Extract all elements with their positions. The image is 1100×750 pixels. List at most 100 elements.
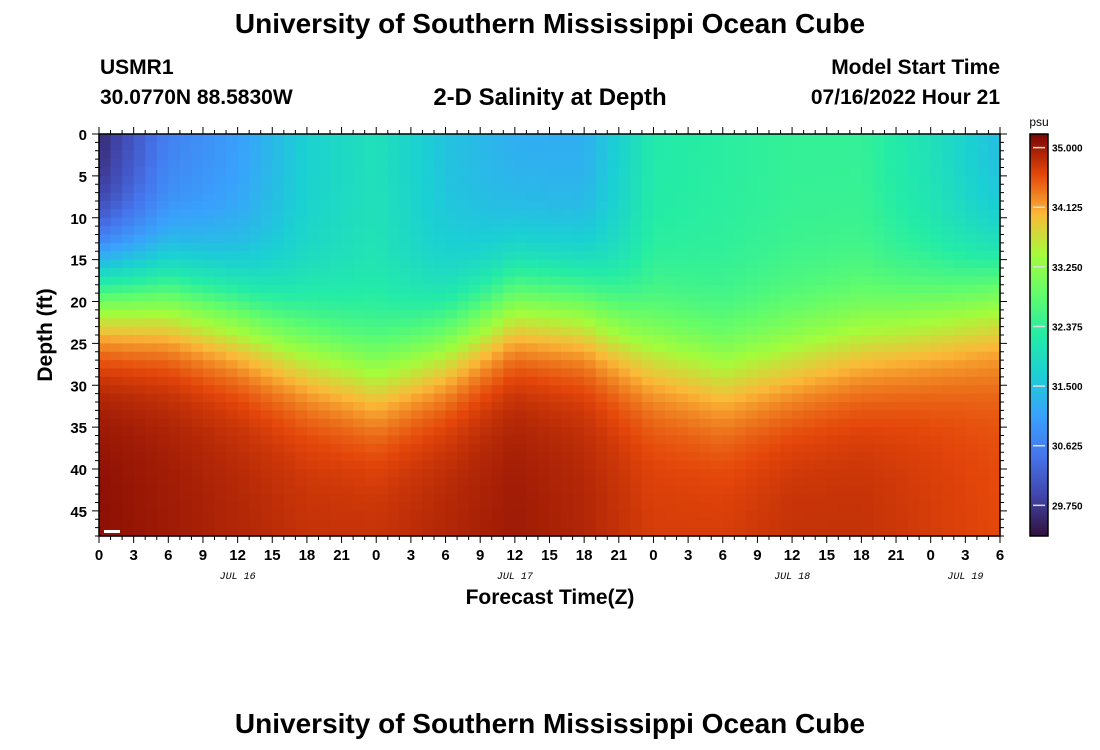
heat-cell xyxy=(965,427,978,437)
heat-cell xyxy=(572,318,585,328)
heat-cell xyxy=(145,326,158,336)
heat-cell xyxy=(780,402,793,411)
heat-cell xyxy=(549,460,562,470)
heat-cell xyxy=(653,385,666,395)
heat-cell xyxy=(145,159,158,169)
heat-cell xyxy=(468,309,481,319)
heat-cell xyxy=(145,376,158,386)
heat-cell xyxy=(861,435,874,445)
heat-cell xyxy=(896,175,909,185)
heat-cell xyxy=(976,201,990,210)
heat-cell xyxy=(156,393,169,403)
heat-cell xyxy=(399,217,412,227)
heat-cell xyxy=(468,393,481,403)
heat-cell xyxy=(630,284,643,294)
heat-cell xyxy=(815,435,828,445)
heat-cell xyxy=(607,435,620,445)
heat-cell xyxy=(526,494,539,504)
heat-cell xyxy=(953,469,966,478)
heat-cell xyxy=(884,175,897,185)
heat-cell xyxy=(468,167,481,177)
heat-cell xyxy=(768,527,782,537)
heat-cell xyxy=(595,301,608,311)
heat-cell xyxy=(341,335,354,344)
heat-cell xyxy=(653,226,666,236)
heat-cell xyxy=(226,226,239,236)
heat-cell xyxy=(584,418,597,428)
heat-cell xyxy=(942,326,955,336)
heat-cell xyxy=(376,184,389,194)
heat-cell xyxy=(249,159,262,169)
heat-cell xyxy=(745,469,759,478)
heat-cell xyxy=(711,393,724,403)
heat-cell xyxy=(884,443,897,453)
heat-cell xyxy=(122,159,135,169)
heat-cell xyxy=(815,134,828,143)
heat-cell xyxy=(272,376,285,386)
heat-cell xyxy=(745,402,759,411)
heat-cell xyxy=(457,502,470,512)
heat-cell xyxy=(537,276,551,286)
heat-cell xyxy=(145,226,158,236)
heat-cell xyxy=(318,268,331,277)
heat-cell xyxy=(295,402,308,411)
heat-cell xyxy=(561,443,574,453)
heat-cell xyxy=(376,510,389,520)
heat-cell xyxy=(907,527,920,537)
heat-cell xyxy=(676,234,689,244)
heat-cell xyxy=(387,184,400,194)
heat-cell xyxy=(572,142,585,152)
heat-cell xyxy=(330,376,343,386)
heat-cell xyxy=(953,351,966,361)
heat-cell xyxy=(572,234,585,244)
heat-cell xyxy=(653,259,666,269)
heat-cell xyxy=(688,293,701,303)
heat-cell xyxy=(168,343,181,353)
heat-cell xyxy=(780,142,793,152)
heat-cell xyxy=(179,134,193,143)
heat-cell xyxy=(653,402,666,411)
heat-cell xyxy=(641,301,655,311)
heat-cell xyxy=(803,402,816,411)
heat-cell xyxy=(572,251,585,261)
heat-cell xyxy=(99,209,112,219)
heat-cell xyxy=(734,259,747,269)
heat-cell xyxy=(884,502,897,512)
heat-cell xyxy=(768,402,782,411)
day-label: JUL 19 xyxy=(947,572,983,583)
heat-cell xyxy=(353,134,366,143)
heat-cell xyxy=(734,159,747,169)
heat-cell xyxy=(826,485,839,495)
heat-cell xyxy=(584,251,597,261)
heat-cell xyxy=(676,477,689,487)
heat-cell xyxy=(133,452,146,462)
heat-cell xyxy=(526,393,539,403)
heat-cell xyxy=(99,427,112,437)
heat-cell xyxy=(410,234,424,244)
heat-cell xyxy=(295,209,308,219)
x-tick-label: 9 xyxy=(476,547,484,564)
heat-cell xyxy=(318,443,331,453)
y-tick-label: 40 xyxy=(70,462,87,479)
heat-cell xyxy=(330,251,343,261)
heat-cell xyxy=(861,159,874,169)
heat-cell xyxy=(110,452,123,462)
heat-cell xyxy=(145,318,158,328)
heat-cell xyxy=(283,276,296,286)
heat-cell xyxy=(561,142,574,152)
heat-cell xyxy=(618,268,631,277)
heat-cell xyxy=(988,385,1001,395)
heat-cell xyxy=(884,510,897,520)
heat-cell xyxy=(387,385,400,395)
heat-cell xyxy=(745,209,759,219)
heat-cell xyxy=(514,343,527,353)
heat-cell xyxy=(676,393,689,403)
heat-cell xyxy=(907,427,920,437)
heat-cell xyxy=(491,427,504,437)
heat-cell xyxy=(122,418,135,428)
heat-cell xyxy=(156,410,169,420)
heat-cell xyxy=(295,443,308,453)
heat-cell xyxy=(191,477,204,487)
heat-cell xyxy=(295,326,308,336)
x-tick-label: 3 xyxy=(407,547,415,564)
